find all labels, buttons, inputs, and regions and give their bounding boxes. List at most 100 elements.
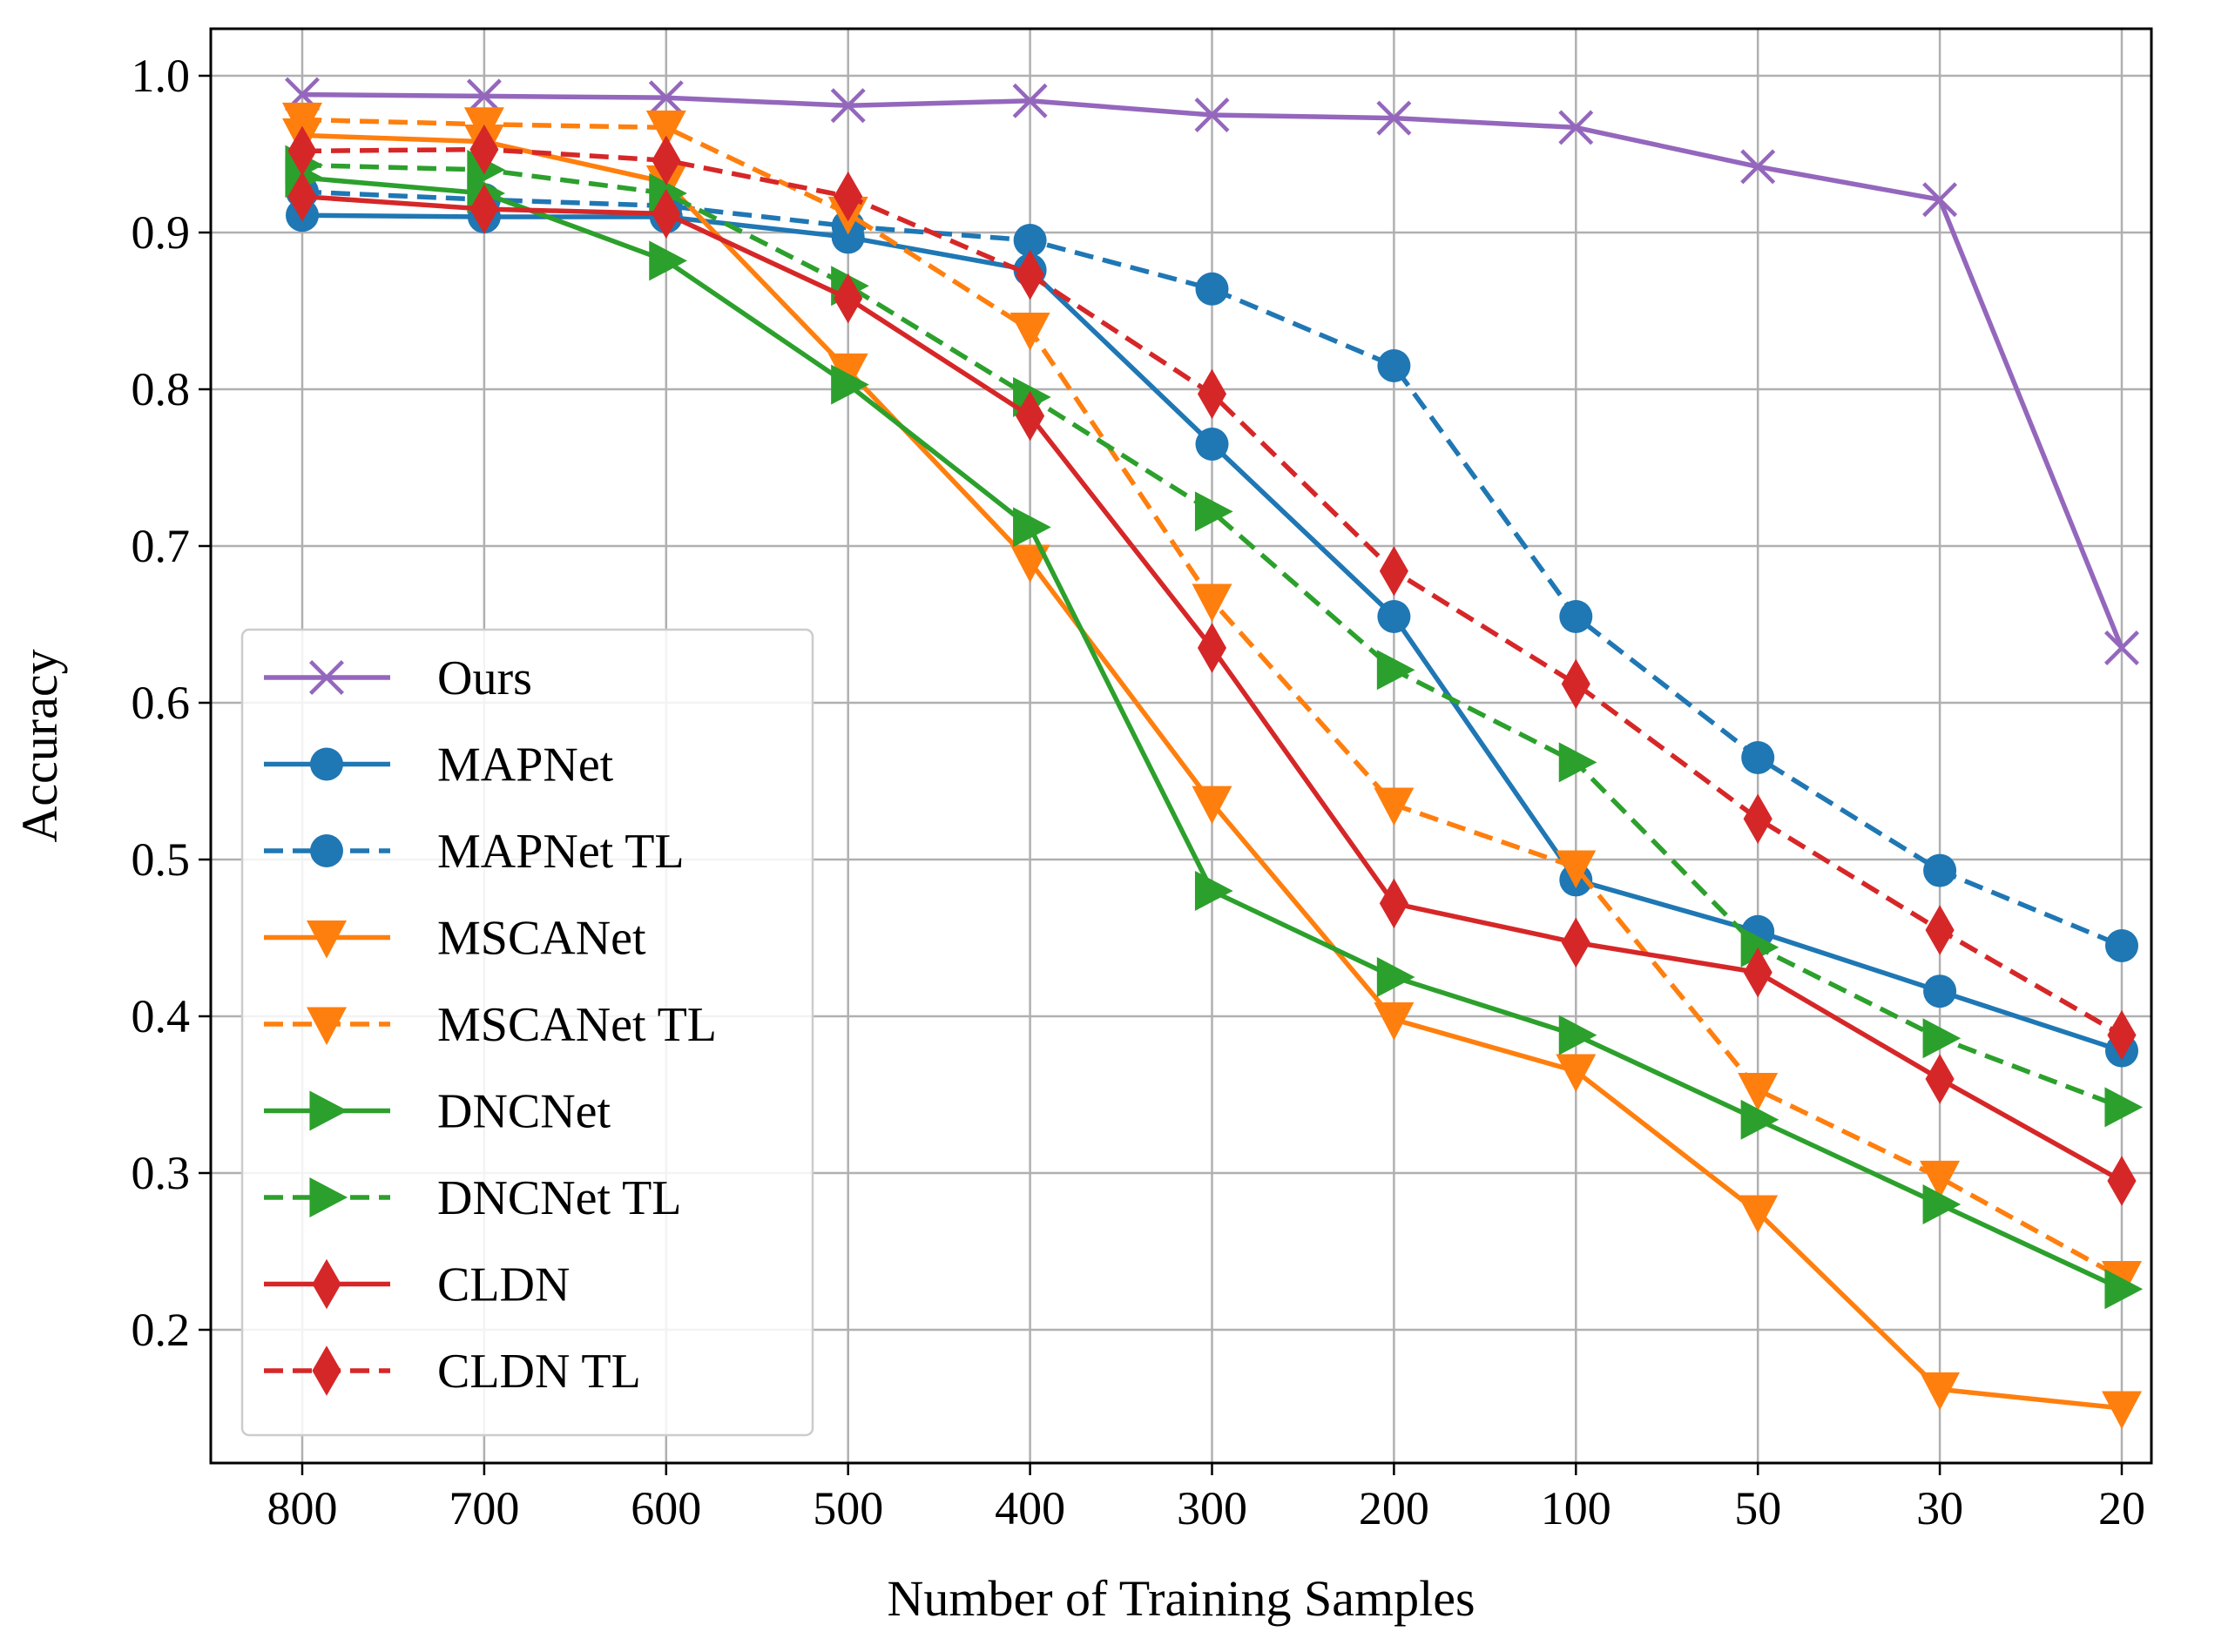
data-point-cldn-tl <box>1561 658 1590 710</box>
legend-box <box>240 628 814 1437</box>
data-point-cldn-tl <box>1016 249 1045 300</box>
data-point-cldn <box>1743 947 1772 998</box>
y-tick-label: 0.5 <box>132 833 191 886</box>
data-point-cldn <box>1379 878 1408 929</box>
series-cldn-tl <box>287 124 2137 1061</box>
x-tick-label: 30 <box>1916 1482 1963 1534</box>
legend-label-cldn: CLDN <box>437 1258 570 1312</box>
x-tick-label: 300 <box>1177 1482 1247 1534</box>
legend-marker-mapnet <box>310 747 343 781</box>
data-point-dncnet <box>1194 871 1233 911</box>
x-tick-label: 100 <box>1541 1482 1611 1534</box>
data-point-mapnet-tl <box>1741 741 1775 774</box>
data-point-ours <box>830 88 866 124</box>
data-point-dncnet <box>1376 957 1415 997</box>
series-line-dncnet-tl <box>301 162 2123 1109</box>
data-point-cldn <box>1925 1054 1955 1104</box>
data-point-mscanet-tl <box>1374 787 1415 826</box>
legend-label-cldn-tl: CLDN TL <box>437 1345 641 1399</box>
legend-label-dncnet-tl: DNCNet TL <box>437 1171 682 1225</box>
data-point-cldn <box>652 188 681 239</box>
data-point-dncnet <box>649 240 687 281</box>
x-tick-label: 700 <box>449 1482 519 1534</box>
legend-marker-dncnet <box>309 1090 348 1131</box>
data-point-mapnet-tl <box>1923 853 1957 887</box>
data-point-cldn-tl <box>652 135 681 185</box>
data-point-cldn-tl <box>1197 368 1227 420</box>
x-tick-label: 50 <box>1734 1482 1781 1534</box>
data-point-dncnet <box>1922 1184 1962 1224</box>
legend-label-ours: Ours <box>437 651 532 705</box>
legend-label-mapnet: MAPNet <box>437 738 614 792</box>
data-point-cldn-tl <box>834 171 863 222</box>
x-tick-label: 600 <box>631 1482 701 1534</box>
y-axis-label: Accuracy <box>11 649 68 842</box>
data-point-mscanet-tl <box>645 110 686 149</box>
data-point-cldn-tl <box>469 124 499 175</box>
series-line-mapnet-tl <box>301 189 2124 948</box>
series-cldn <box>287 171 2137 1206</box>
data-point-mscanet <box>1374 1002 1415 1041</box>
data-point-ours <box>648 80 684 116</box>
data-point-mapnet-tl <box>2105 929 2138 962</box>
data-point-cldn-tl <box>287 125 317 177</box>
data-point-dncnet-tl <box>1558 742 1597 783</box>
data-point-mscanet-tl <box>1920 1160 1961 1199</box>
legend-label-mscanet-tl: MSCANet TL <box>437 998 717 1052</box>
data-point-dncnet <box>1013 507 1051 548</box>
data-point-mscanet <box>2102 1391 2142 1430</box>
data-point-dncnet <box>1740 1099 1779 1140</box>
y-tick-label: 0.2 <box>132 1304 191 1356</box>
data-point-mscanet <box>827 353 868 392</box>
y-tick-label: 0.6 <box>132 677 191 729</box>
x-tick-label: 400 <box>995 1482 1065 1534</box>
data-point-ours <box>1012 83 1048 118</box>
y-tick-label: 0.3 <box>132 1147 191 1199</box>
data-point-mscanet <box>1556 1054 1597 1093</box>
x-tick-label: 500 <box>813 1482 883 1534</box>
data-point-ours <box>1376 100 1412 136</box>
data-point-mscanet <box>1738 1195 1779 1234</box>
data-point-cldn-tl <box>1743 793 1772 844</box>
data-point-cldn <box>1016 390 1045 442</box>
x-tick-label: 20 <box>2098 1482 2145 1534</box>
data-point-mscanet-tl <box>1738 1073 1779 1111</box>
data-point-mapnet-tl <box>1013 224 1047 257</box>
x-tick-label: 800 <box>267 1482 338 1534</box>
data-point-dncnet-tl <box>1922 1018 1962 1059</box>
series-layer <box>282 77 2144 1430</box>
data-point-dncnet <box>1558 1015 1597 1055</box>
data-point-dncnet <box>831 364 869 405</box>
plot-frame <box>209 27 2153 1465</box>
legend-marker-mapnet-tl <box>310 834 343 867</box>
series-ours <box>285 77 2139 665</box>
data-point-ours <box>466 78 502 114</box>
data-point-mscanet-tl <box>1009 313 1050 351</box>
data-point-cldn <box>2107 1156 2137 1206</box>
data-point-cldn <box>1197 623 1227 673</box>
data-point-ours <box>1194 98 1230 132</box>
legend-label-mscanet: MSCANet <box>437 912 646 966</box>
data-point-cldn <box>1561 917 1590 968</box>
data-point-dncnet-tl <box>1740 927 1779 968</box>
data-point-mscanet <box>1920 1372 1961 1411</box>
data-point-ours <box>1558 110 1594 145</box>
data-point-cldn-tl <box>1925 905 1955 955</box>
data-point-mapnet-tl <box>1195 272 1229 306</box>
legend-label-mapnet-tl: MAPNet TL <box>437 825 685 879</box>
data-point-dncnet-tl <box>1376 650 1415 691</box>
legend-marker-mscanet-tl <box>307 1007 347 1046</box>
data-point-dncnet <box>2104 1269 2144 1310</box>
data-point-dncnet-tl <box>1194 491 1233 532</box>
data-point-cldn-tl <box>1379 546 1408 597</box>
data-point-cldn <box>287 171 317 222</box>
data-point-mapnet-tl <box>1377 349 1411 382</box>
ticks: 800 700 600 500 400 300 200 100 50 30 20 0.2 0.3 0.4 0… <box>132 50 2146 1534</box>
y-tick-label: 0.8 <box>132 363 191 415</box>
data-point-cldn <box>469 184 499 234</box>
legend-marker-ours <box>309 660 344 695</box>
data-point-mscanet-tl <box>282 102 322 141</box>
y-tick-label: 0.9 <box>132 206 191 259</box>
